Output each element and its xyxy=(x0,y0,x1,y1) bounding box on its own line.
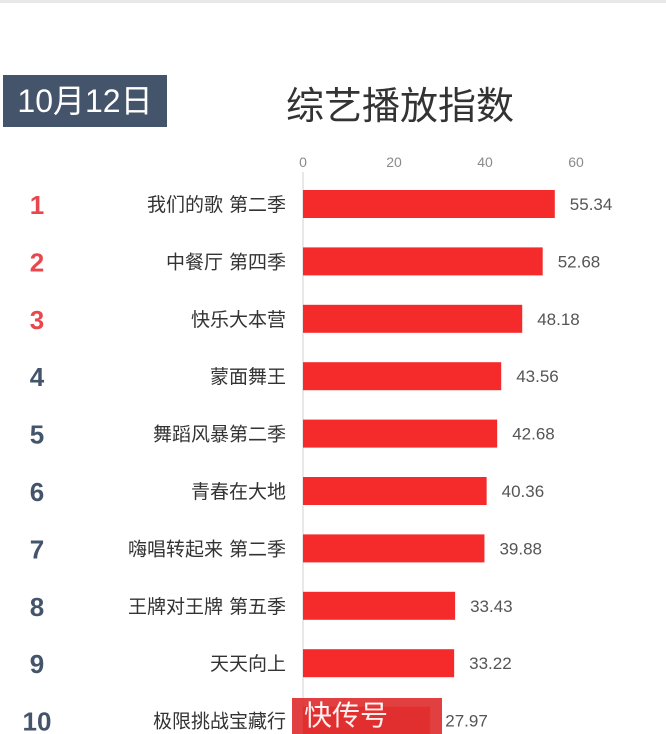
rank-label: 3 xyxy=(30,305,44,335)
rank-label: 8 xyxy=(30,592,44,622)
value-label: 55.34 xyxy=(570,195,613,214)
x-axis-ticks: 0 20 40 60 xyxy=(299,154,584,170)
value-label: 39.88 xyxy=(499,539,542,558)
category-label: 青春在大地 xyxy=(191,481,286,503)
bar xyxy=(303,649,455,678)
category-label: 中餐厅 第四季 xyxy=(166,251,286,273)
rank-label: 1 xyxy=(30,190,44,220)
top-divider xyxy=(0,0,666,3)
value-label: 42.68 xyxy=(512,425,555,444)
x-tick-label: 20 xyxy=(386,154,402,170)
bar-rows: 1 我们的歌 第二季 55.34 2 中餐厅 第四季 52.68 3 快乐大本营 48.18 4 蒙… xyxy=(23,190,613,734)
value-label: 52.68 xyxy=(558,252,601,271)
value-label: 43.56 xyxy=(516,367,559,386)
category-label: 天天向上 xyxy=(210,653,286,675)
chart-title: 综艺播放指数 xyxy=(285,84,514,128)
value-label: 48.18 xyxy=(537,310,580,329)
category-label: 我们的歌 第二季 xyxy=(147,194,286,216)
rank-label: 6 xyxy=(30,477,44,507)
bar xyxy=(303,534,485,563)
value-label: 33.22 xyxy=(469,654,512,673)
rank-label: 5 xyxy=(30,420,44,450)
rank-label: 7 xyxy=(30,534,44,564)
x-tick-label: 40 xyxy=(477,154,493,170)
category-label: 舞蹈风暴第二季 xyxy=(153,424,286,446)
rank-label: 4 xyxy=(30,362,45,392)
value-label: 33.43 xyxy=(470,597,513,616)
category-label: 快乐大本营 xyxy=(191,309,286,331)
rank-label: 9 xyxy=(30,649,44,679)
category-label: 嗨唱转起来 第二季 xyxy=(128,538,286,560)
x-tick-label: 0 xyxy=(299,154,307,170)
bar xyxy=(303,304,523,333)
bar xyxy=(303,362,502,391)
bar xyxy=(303,247,543,276)
category-label: 蒙面舞王 xyxy=(210,366,286,388)
category-label: 王牌对王牌 第五季 xyxy=(128,596,286,618)
watermark-text: 快传号 xyxy=(304,699,389,732)
bar xyxy=(303,591,456,620)
rank-label: 10 xyxy=(23,707,52,734)
bar xyxy=(303,419,498,448)
bar xyxy=(303,190,555,218)
category-label: 极限挑战宝藏行 xyxy=(153,711,286,733)
value-label: 40.36 xyxy=(502,482,545,501)
rank-label: 2 xyxy=(30,247,44,277)
watermark: 快传号 xyxy=(292,698,442,734)
value-label: 27.97 xyxy=(445,712,488,731)
date-badge: 10月12日 xyxy=(3,75,167,127)
bar xyxy=(303,477,487,505)
x-tick-label: 60 xyxy=(568,154,584,170)
